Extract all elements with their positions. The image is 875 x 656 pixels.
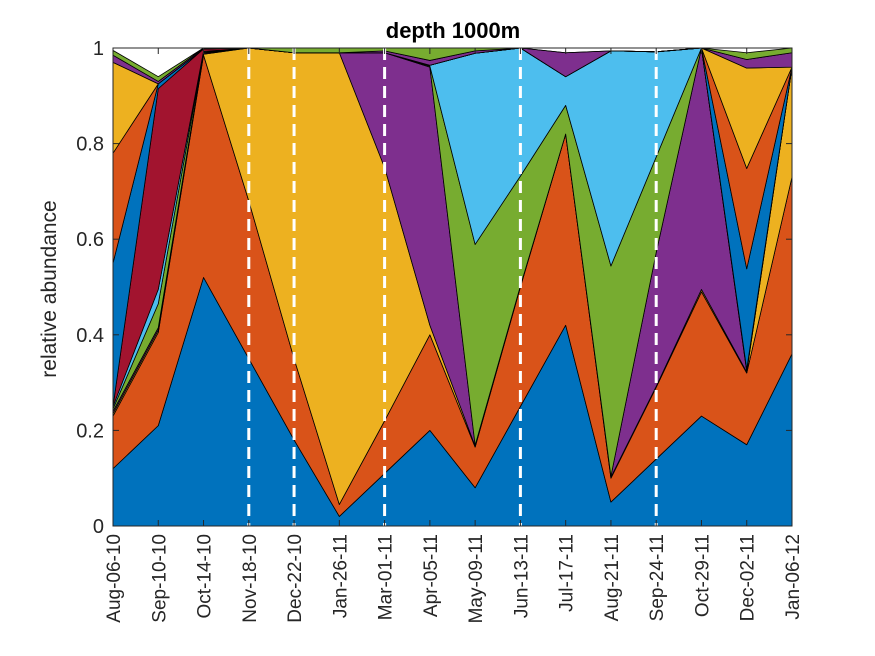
area-series-group (112, 47, 793, 527)
x-tick-label: Apr-05-11 (421, 534, 442, 617)
x-tick-label: Jan-26-11 (330, 534, 351, 618)
y-tick-label: 0.2 (76, 420, 104, 442)
x-tick-label: Jun-13-11 (511, 534, 532, 618)
dashed-markers-group (247, 48, 658, 526)
y-tick-label: 0.8 (76, 134, 104, 156)
y-axis-label: relative abundance (38, 200, 61, 377)
x-axis: Aug-06-10 Sep-10-10 Oct-14-10 Nov-18-10 Dec-… (104, 48, 804, 623)
x-tick-label: Jul-17-11 (557, 534, 578, 612)
x-tick-label: Sep-10-10 (149, 534, 170, 623)
x-tick-label: Oct-29-11 (692, 534, 713, 617)
y-axis: 0 0.2 0.4 0.6 0.8 1 (76, 38, 792, 538)
x-tick-label: Dec-22-10 (285, 534, 306, 623)
x-tick-label: Oct-14-10 (195, 534, 216, 618)
x-tick-label: Aug-21-11 (602, 534, 623, 621)
x-tick-label: Jan-06-12 (783, 534, 804, 620)
x-tick-label: Sep-24-11 (647, 534, 668, 621)
x-tick-label: Aug-06-10 (104, 534, 125, 623)
x-tick-label: May-09-11 (466, 534, 487, 623)
x-tick-label: Mar-01-11 (376, 534, 397, 620)
x-tick-label: Nov-18-10 (240, 534, 261, 623)
chart-title: depth 1000m (386, 18, 521, 43)
plot-frame (112, 47, 793, 527)
y-tick-label: 0.6 (76, 229, 104, 251)
x-tick-label: Dec-02-11 (738, 534, 759, 621)
y-tick-label: 0 (93, 516, 104, 538)
y-tick-label: 0.4 (76, 325, 104, 347)
y-tick-label: 1 (93, 38, 104, 60)
